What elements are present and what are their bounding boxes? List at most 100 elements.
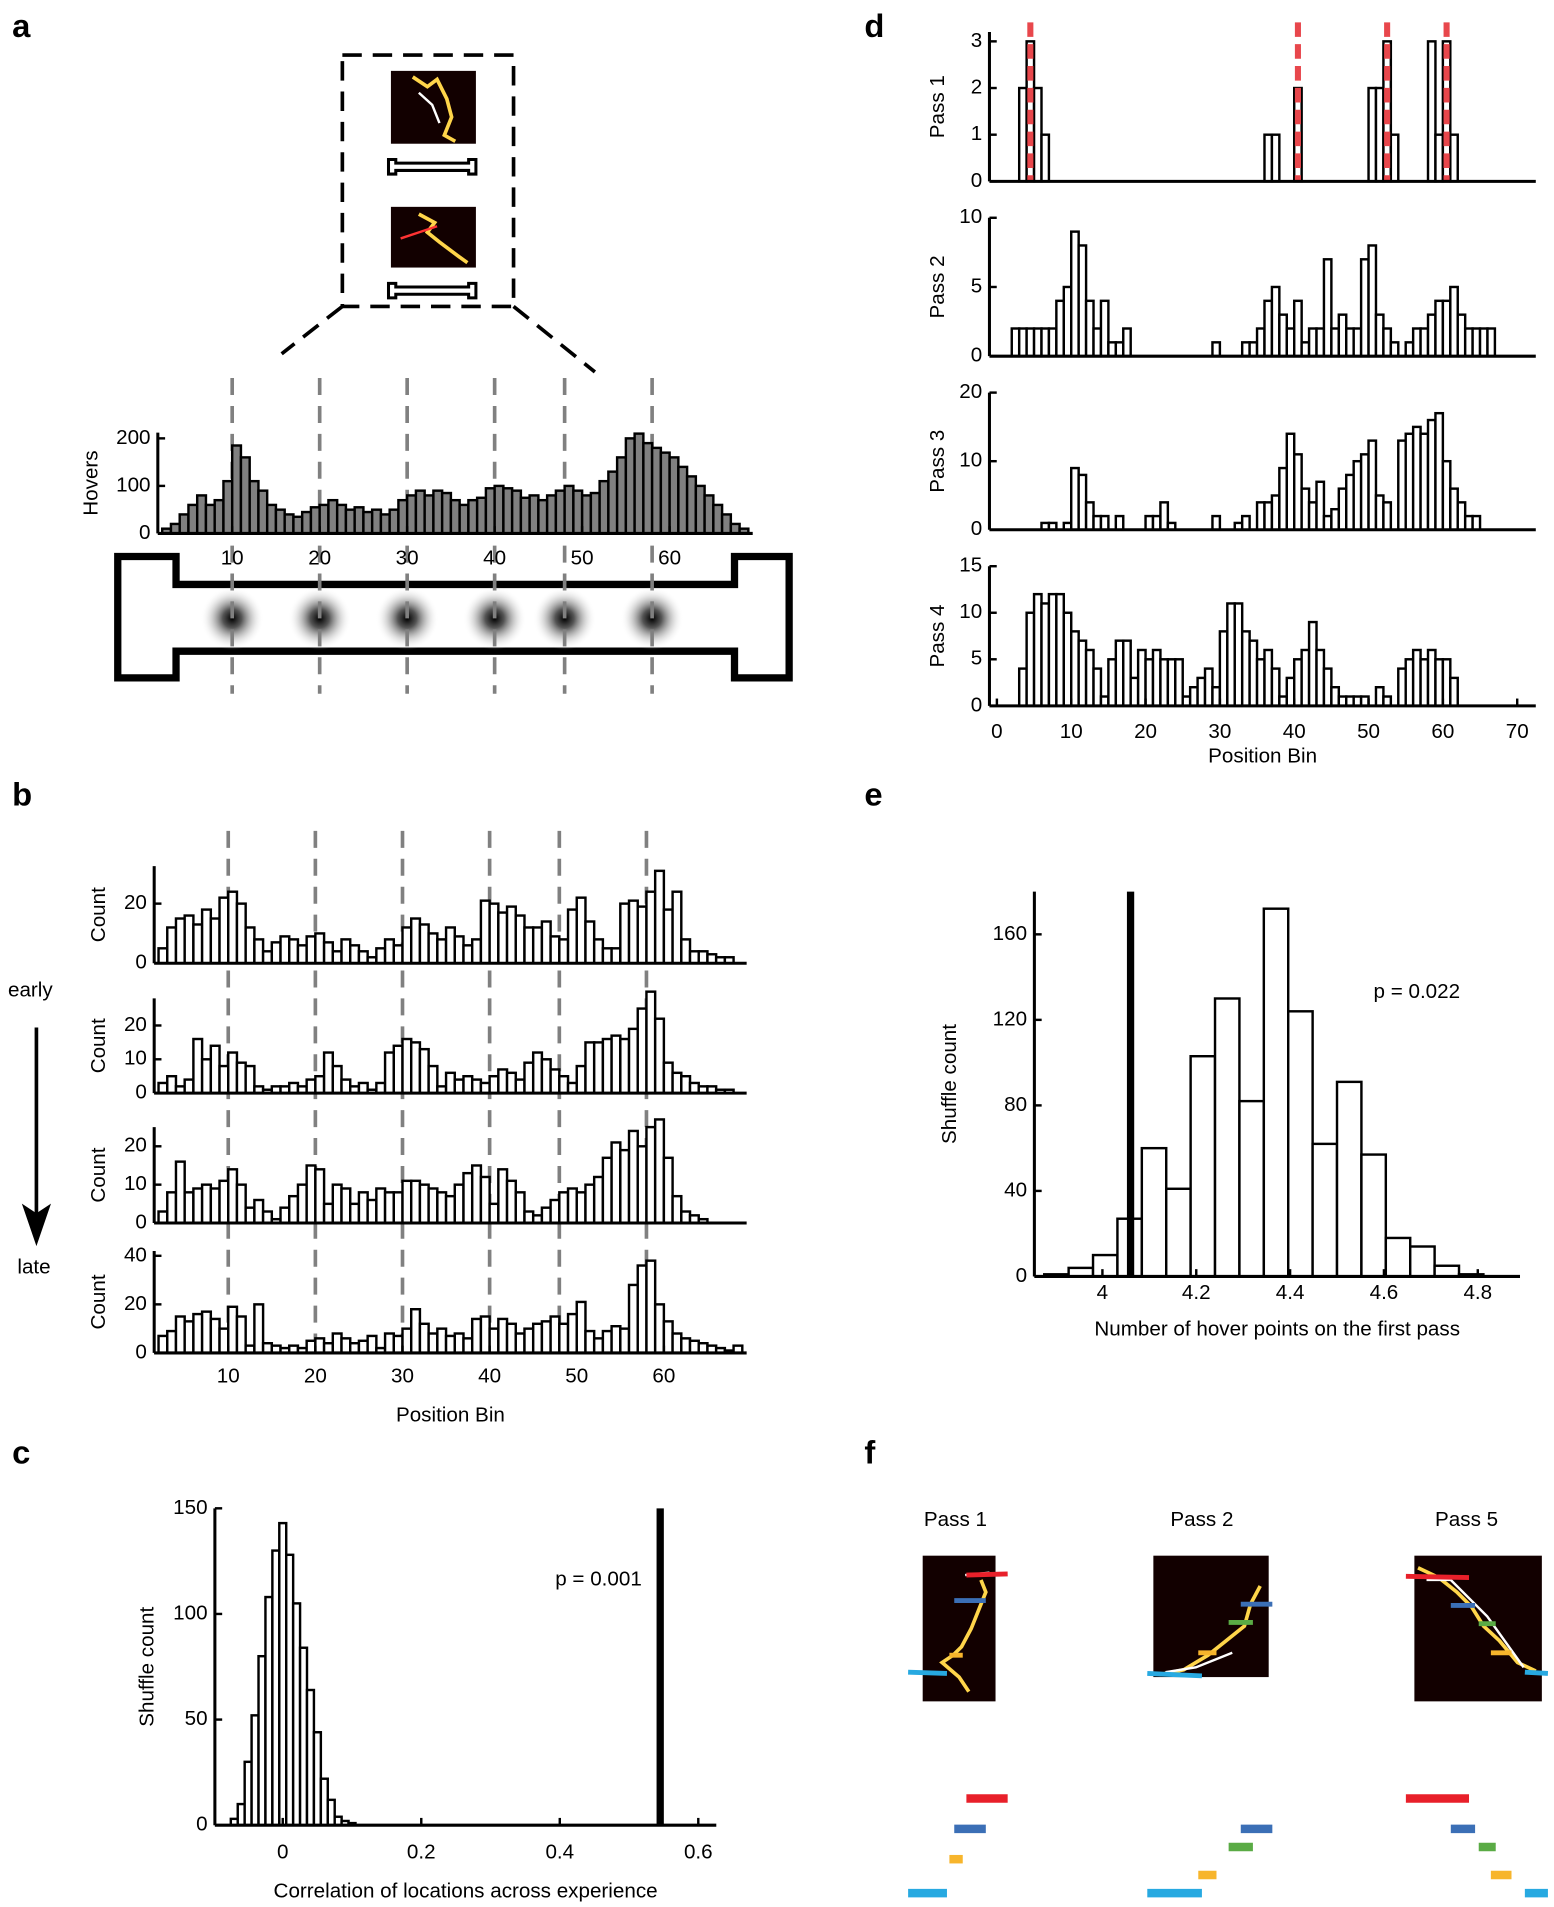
x-tick-label: 60 [652,1365,675,1388]
bar [227,1305,239,1355]
bar [1335,1080,1363,1278]
y-axis-label: Shuffle count [136,1606,159,1726]
x-tick-label: 10 [1060,720,1083,743]
bar [572,489,584,535]
bar [540,1058,552,1095]
bar [453,1183,465,1225]
bar [1140,1146,1168,1278]
bar [296,1183,308,1225]
bar [584,1183,596,1225]
bar [584,1041,596,1095]
bar [601,1037,613,1095]
bar [627,1027,639,1095]
bar [427,1332,439,1355]
bar [624,437,636,535]
y-tick-label: 0 [971,344,982,367]
y-tick-label: 0 [1016,1264,1027,1287]
bar [1238,1099,1266,1278]
bar [427,1064,439,1095]
bar [592,938,605,965]
bar [305,1339,317,1355]
bar [436,1327,448,1355]
bar [1189,1055,1217,1278]
y-tick-label: 2 [971,75,982,98]
bar [253,1198,265,1225]
bar [505,1071,517,1095]
bar [423,494,435,535]
x-tick-label: 70 [1506,720,1529,743]
pass-title: Pass 2 [1170,1508,1233,1531]
bar [584,920,596,965]
bar [183,914,195,965]
bar [592,1337,605,1355]
bar [558,1191,570,1225]
bar [322,941,335,965]
bar [405,494,418,535]
bar [610,1325,622,1355]
bar [662,1156,674,1225]
bar [688,1339,700,1355]
bar [401,1037,413,1095]
bar [327,498,339,535]
bar [436,938,448,965]
bar [288,1081,300,1095]
bar [157,1210,169,1225]
bar [453,935,465,965]
x-tick-label: 60 [1431,720,1454,743]
bar [497,1317,509,1355]
x-tick-label: 0 [277,1841,288,1864]
bar [540,920,552,965]
bar [270,941,282,965]
bar [598,479,610,535]
bar [1211,341,1222,358]
bar [703,494,715,535]
bar [549,1315,561,1355]
x-tick-label: 4.6 [1370,1281,1399,1304]
arrow-head [21,1203,51,1247]
x-tick-label: 4.4 [1276,1281,1305,1304]
bar [178,513,190,535]
x-tick-label: 20 [304,1365,327,1388]
bar [558,1074,570,1095]
bar [174,917,186,965]
y-tick-label: 150 [173,1496,207,1519]
bar [414,489,426,535]
bar [1389,341,1400,358]
bar [488,1202,500,1225]
bar [230,444,243,535]
bar [462,1074,474,1095]
bar [505,1322,517,1355]
y-tick-label: 100 [116,473,150,496]
bar [340,1337,352,1355]
panel-f: Pass 1 Pass 2 Pass 5 [908,1508,1549,1898]
bar [636,1264,648,1355]
bar [375,947,387,965]
bar [549,935,561,965]
bar [209,1187,221,1225]
y-axis-label: Pass 4 [926,604,949,667]
bar [493,484,505,535]
bar [427,932,439,965]
bar [409,1308,422,1355]
bar [514,914,526,965]
annotation: p = 0.001 [555,1567,642,1590]
bar [401,1179,413,1225]
bar [157,1081,169,1095]
bar [296,944,308,965]
y-tick-label: 20 [124,1292,147,1315]
bar [1213,997,1241,1278]
y-axis-label: Count [87,1018,110,1073]
bar [1471,514,1482,532]
bar [265,503,278,535]
x-tick-label: 50 [571,546,594,569]
bar [566,908,578,965]
bar [453,1078,465,1095]
bar [166,1074,178,1095]
annotation: p = 0.022 [1374,980,1461,1003]
bar [444,926,456,965]
bar [388,508,400,535]
bar [157,947,169,965]
bar [462,1171,474,1225]
bar [488,1327,500,1355]
